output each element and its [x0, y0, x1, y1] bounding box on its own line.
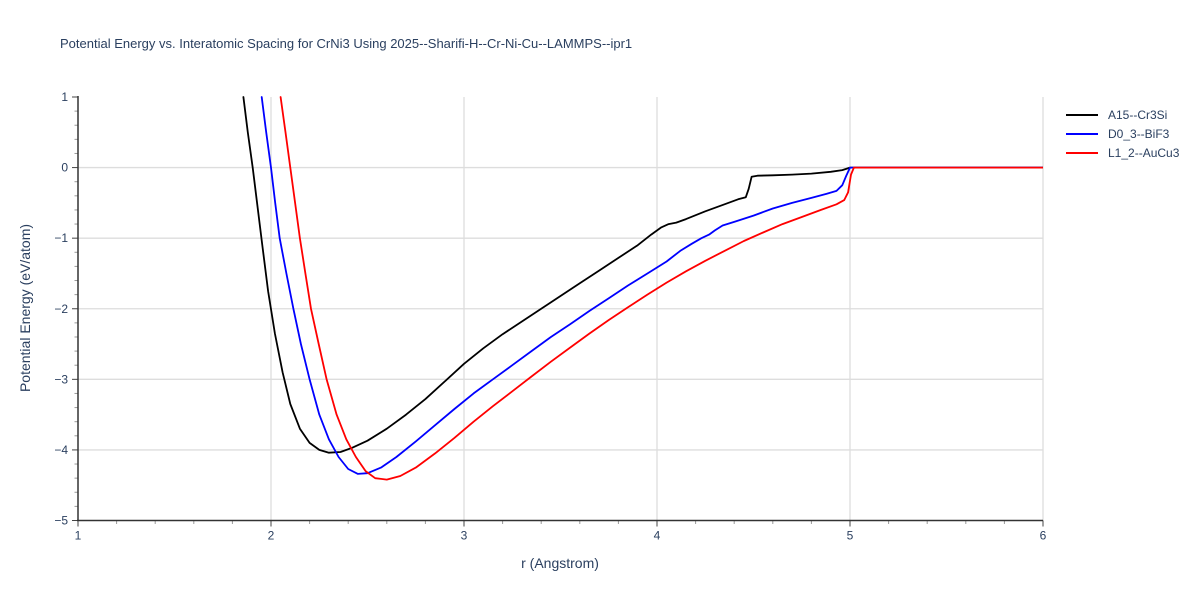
- y-tick-labels: 1 0 −1 −2 −3 −4 −5: [54, 90, 68, 528]
- legend-label: L1_2--AuCu3: [1108, 145, 1180, 160]
- svg-text:3: 3: [461, 529, 468, 543]
- x-axis-title: r (Angstrom): [521, 555, 599, 571]
- minor-ticks: [74, 110, 1005, 524]
- legend-label: D0_3--BiF3: [1108, 126, 1170, 141]
- svg-text:−4: −4: [54, 443, 68, 457]
- chart-title: Potential Energy vs. Interatomic Spacing…: [60, 36, 633, 51]
- svg-text:5: 5: [847, 529, 854, 543]
- axis-lines: [77, 96, 1043, 522]
- legend-line-swatch-black: [1066, 113, 1098, 116]
- legend-label: A15--Cr3Si: [1108, 107, 1168, 122]
- svg-text:1: 1: [75, 529, 82, 543]
- legend-line-swatch-red: [1066, 151, 1098, 154]
- svg-text:−5: −5: [54, 514, 68, 528]
- x-tick-labels: 1 2 3 4 5 6: [75, 529, 1047, 543]
- svg-text:−3: −3: [54, 372, 68, 386]
- legend: A15--Cr3Si D0_3--BiF3 L1_2--AuCu3: [1066, 105, 1179, 162]
- series-line-L1_2--AuCu3[interactable]: [279, 96, 1043, 481]
- svg-text:0: 0: [61, 161, 68, 175]
- legend-line-swatch-blue: [1066, 132, 1098, 135]
- svg-text:2: 2: [268, 529, 275, 543]
- series-lines: [242, 96, 1043, 481]
- legend-item-d0-3-bif3[interactable]: D0_3--BiF3: [1066, 124, 1179, 143]
- legend-item-l1-2-aucu3[interactable]: L1_2--AuCu3: [1066, 143, 1179, 162]
- svg-text:−1: −1: [54, 231, 68, 245]
- svg-text:−2: −2: [54, 302, 68, 316]
- major-ticks: [72, 96, 1044, 527]
- legend-item-a15-cr3si[interactable]: A15--Cr3Si: [1066, 105, 1179, 124]
- svg-text:4: 4: [654, 529, 661, 543]
- svg-text:6: 6: [1040, 529, 1047, 543]
- series-line-A15--Cr3Si[interactable]: [242, 96, 1043, 454]
- svg-text:1: 1: [61, 90, 68, 104]
- gridlines: [78, 97, 1044, 521]
- series-line-D0_3--BiF3[interactable]: [260, 96, 1043, 475]
